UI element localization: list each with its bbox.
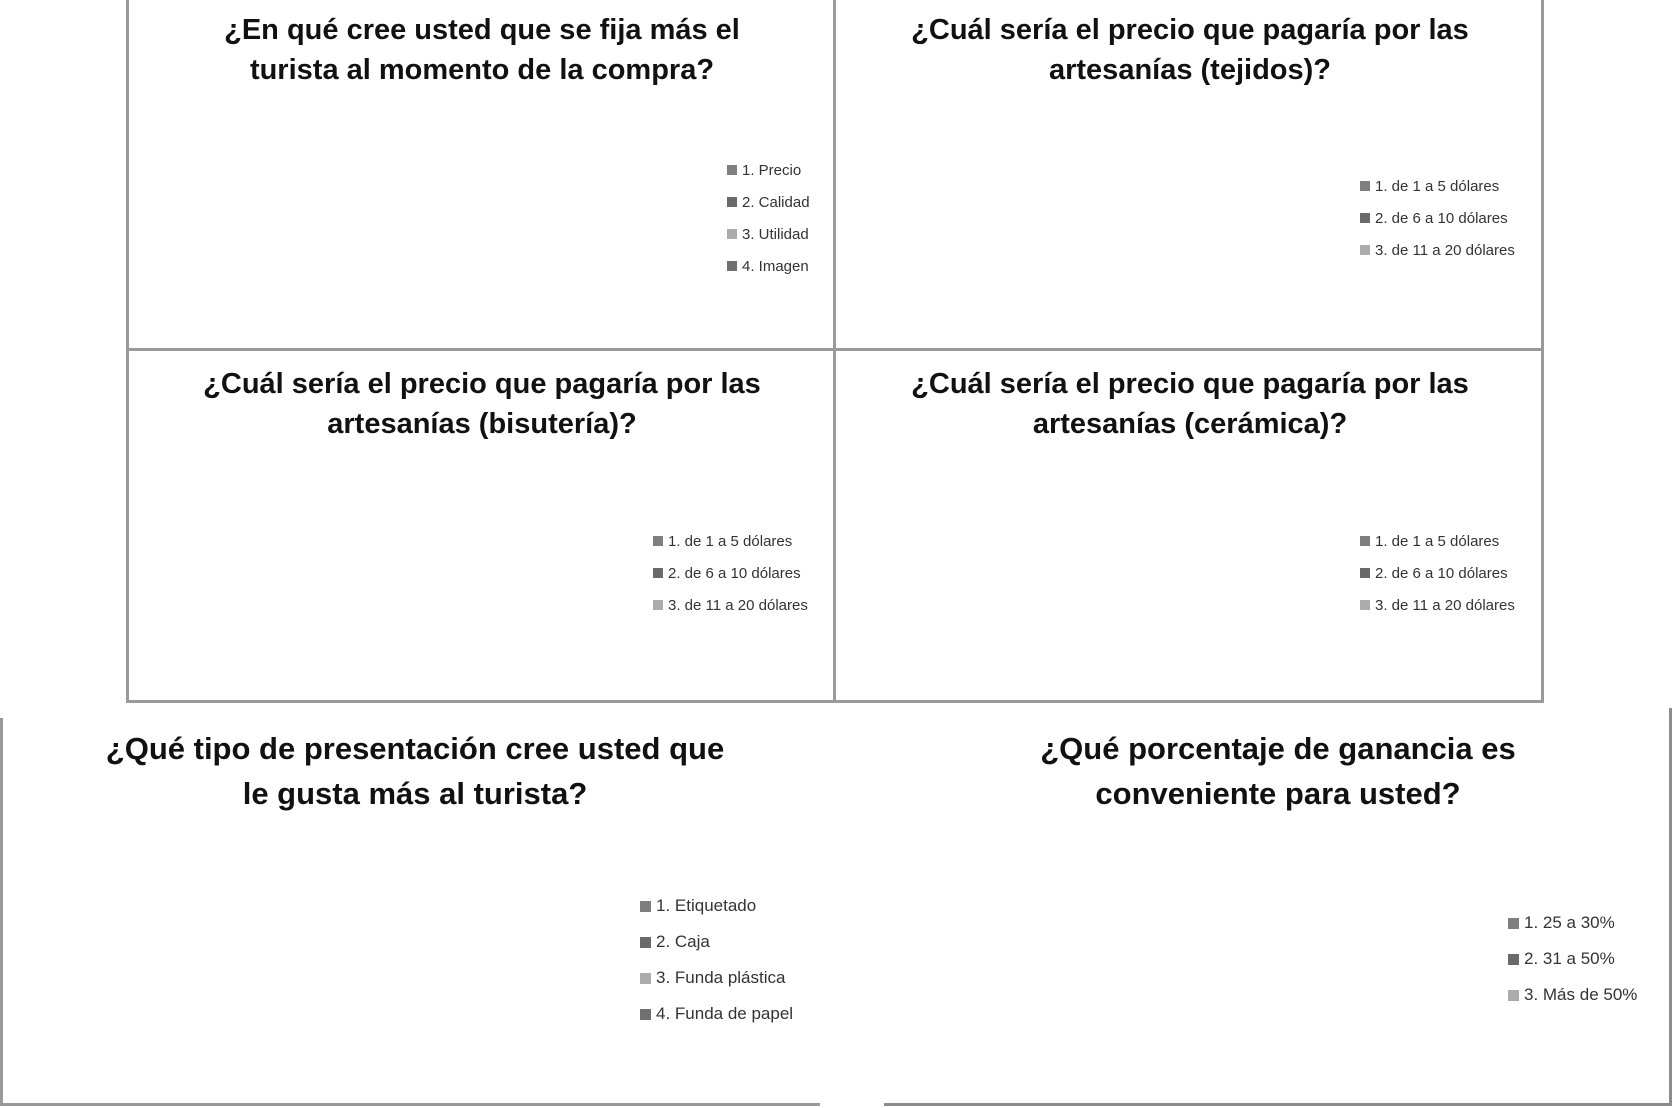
- legend-item: 2. 31 a 50%: [1508, 941, 1637, 977]
- legend-swatch-icon: [640, 900, 651, 912]
- legend-swatch-icon: [640, 972, 651, 984]
- svg-text:0%: 0%: [1078, 106, 1098, 122]
- legend-swatch-icon: [653, 600, 663, 610]
- legend-item: 3. Más de 50%: [1508, 977, 1637, 1013]
- legend-swatch-icon: [1508, 953, 1519, 965]
- legend-swatch-icon: [1360, 213, 1370, 223]
- legend-item: 2. de 6 a 10 dólares: [1360, 557, 1515, 589]
- legend-swatch-icon: [653, 568, 663, 578]
- chart-title: ¿Cuál sería el precio que pagaría por la…: [203, 368, 761, 440]
- legend-item: 1. de 1 a 5 dólares: [653, 525, 808, 557]
- legend-swatch-icon: [653, 536, 663, 546]
- legend-swatch-icon: [640, 1008, 651, 1020]
- legend-item: 2. Calidad: [727, 186, 810, 218]
- legend: 1. de 1 a 5 dólares 2. de 6 a 10 dólares…: [1360, 525, 1515, 621]
- legend: 1. 25 a 30% 2. 31 a 50% 3. Más de 50%: [1508, 905, 1637, 1013]
- svg-text:18%: 18%: [1092, 990, 1124, 1007]
- legend-swatch-icon: [727, 197, 737, 207]
- svg-text:35%: 35%: [1040, 887, 1072, 904]
- legend-swatch-icon: [727, 229, 737, 239]
- legend-item: 2. Caja: [640, 924, 793, 960]
- legend-item: 2. de 6 a 10 dólares: [653, 557, 808, 589]
- legend-item: 4. Funda de papel: [640, 996, 793, 1032]
- svg-text:42%: 42%: [505, 227, 533, 243]
- svg-text:67%: 67%: [1188, 574, 1216, 590]
- legend-swatch-icon: [1508, 989, 1519, 1001]
- svg-text:80%: 80%: [449, 590, 477, 606]
- legend-item: 1. de 1 a 5 dólares: [1360, 525, 1515, 557]
- svg-text:0%: 0%: [372, 460, 392, 476]
- svg-text:38%: 38%: [978, 156, 1006, 172]
- svg-text:5%: 5%: [1059, 460, 1079, 476]
- legend-swatch-icon: [1508, 917, 1519, 929]
- legend: 1. Etiquetado 2. Caja 3. Funda plástica …: [640, 888, 793, 1032]
- svg-text:28%: 28%: [973, 514, 1001, 530]
- legend-item: 2. de 6 a 10 dólares: [1360, 202, 1515, 234]
- legend-swatch-icon: [727, 261, 737, 271]
- legend-item: 3. de 11 a 20 dólares: [1360, 234, 1515, 266]
- chart-title: ¿En qué cree usted que se fija más el tu…: [224, 14, 740, 86]
- legend: 1. de 1 a 5 dólares 2. de 6 a 10 dólares…: [1360, 170, 1515, 266]
- legend-item: 3. Funda plástica: [640, 960, 793, 996]
- svg-text:15%: 15%: [448, 137, 476, 153]
- legend-item: 1. Precio: [727, 154, 810, 186]
- svg-text:3%: 3%: [300, 301, 320, 317]
- legend: 1. Precio 2. Calidad 3. Utilidad 4. Imag…: [727, 154, 810, 282]
- legend: 1. de 1 a 5 dólares 2. de 6 a 10 dólares…: [653, 525, 808, 621]
- legend-item: 1. Etiquetado: [640, 888, 793, 924]
- svg-text:0%: 0%: [300, 834, 323, 851]
- legend-item: 4. Imagen: [727, 250, 810, 282]
- svg-text:40%: 40%: [303, 158, 331, 174]
- legend-item: 3. Utilidad: [727, 218, 810, 250]
- chart-title: ¿Cuál sería el precio que pagaría por la…: [911, 368, 1469, 440]
- chart-title: ¿Cuál sería el precio que pagaría por la…: [911, 14, 1469, 86]
- legend-swatch-icon: [640, 936, 651, 948]
- grid-horizontal-divider: [126, 348, 1544, 351]
- legend-item: 1. de 1 a 5 dólares: [1360, 170, 1515, 202]
- chart-title: ¿Qué tipo de presentación cree usted que…: [105, 731, 725, 811]
- legend-item: 1. 25 a 30%: [1508, 905, 1637, 941]
- legend-swatch-icon: [1360, 181, 1370, 191]
- legend-swatch-icon: [727, 165, 737, 175]
- svg-text:20%: 20%: [311, 495, 339, 511]
- legend-item: 3. de 11 a 20 dólares: [1360, 589, 1515, 621]
- chart-title: ¿Qué porcentaje de ganancia es convenien…: [1040, 731, 1516, 811]
- legend-swatch-icon: [1360, 600, 1370, 610]
- legend-item: 3. de 11 a 20 dólares: [653, 589, 808, 621]
- svg-text:35%: 35%: [188, 887, 220, 904]
- bottom-right-frame: [884, 708, 1672, 1106]
- bottom-left-frame: [0, 718, 820, 1106]
- grid-vertical-divider: [833, 0, 836, 703]
- svg-text:47%: 47%: [430, 904, 462, 921]
- legend-swatch-icon: [1360, 245, 1370, 255]
- svg-text:18%: 18%: [238, 990, 270, 1007]
- svg-text:62%: 62%: [1153, 213, 1181, 229]
- svg-text:47%: 47%: [1280, 904, 1312, 921]
- legend-swatch-icon: [1360, 568, 1370, 578]
- legend-swatch-icon: [1360, 536, 1370, 546]
